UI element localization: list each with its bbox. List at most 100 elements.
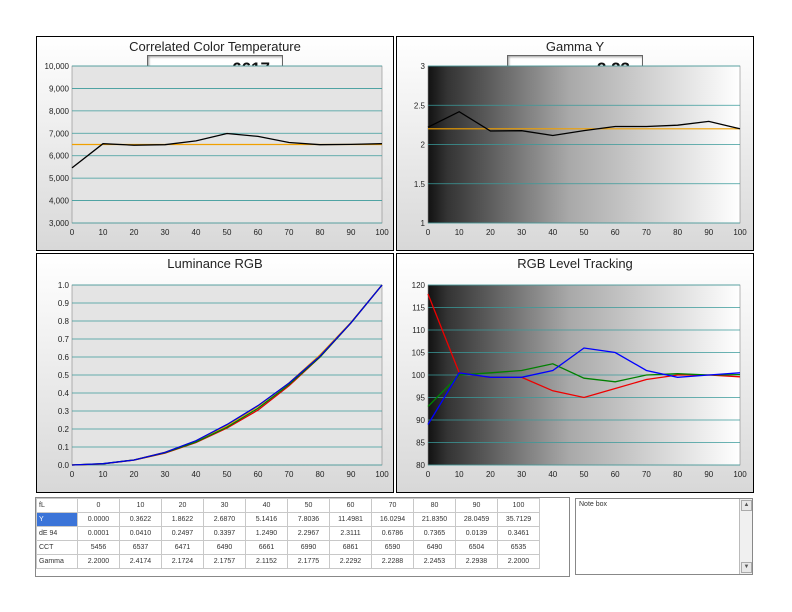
scroll-down-icon[interactable]: ▼ [741,562,752,573]
rgb-y-tick-label: 110 [412,326,425,335]
grid-row-gamma[interactable]: Gamma 2.2000 2.4174 2.1724 2.1757 2.1152… [36,554,540,569]
grid-row-label[interactable]: Y [36,512,78,527]
rgb-y-tick-label: 115 [412,304,425,313]
grid-cell[interactable]: 0.0410 [119,526,162,541]
lum-y-tick-label: 0.8 [58,317,70,326]
grid-cell[interactable]: 5456 [77,540,120,555]
rgb-y-tick-label: 90 [416,416,425,425]
grid-header-cell: 60 [329,498,372,513]
data-grid-frame [35,497,570,577]
rgb-x-tick-label: 10 [455,470,464,479]
grid-cell[interactable]: 2.2000 [77,554,120,569]
rgb-x-tick-label: 100 [733,470,747,479]
grid-header-cell: 10 [119,498,162,513]
grid-cell[interactable]: 0.2497 [161,526,204,541]
lum-y-tick-label: 0.6 [58,353,70,362]
grid-cell[interactable]: 2.2967 [287,526,330,541]
cct-chart: 3,000 4,000 5,000 6,000 7,000 8,000 9,000 10,00… [45,62,390,237]
grid-row-label[interactable]: Gamma [36,554,78,569]
lum-x-tick-label: 100 [375,470,389,479]
grid-cell[interactable]: 0.0001 [77,526,120,541]
cct-y-tick-label: 6,000 [49,152,70,161]
grid-cell[interactable]: 0.3622 [119,512,162,527]
grid-row-y[interactable]: Y 0.0000 0.3622 1.8622 2.6870 5.1416 7.8… [36,512,540,527]
grid-cell[interactable]: 7.8036 [287,512,330,527]
lum-y-tick-label: 0.4 [58,389,70,398]
grid-cell[interactable]: 2.1757 [203,554,246,569]
rgb-series-green [427,363,741,407]
grid-row-label[interactable]: dE 94 [36,526,78,541]
rgb-y-tick-label: 85 [416,439,425,448]
grid-cell[interactable]: 6590 [371,540,414,555]
cct-x-tick-label: 10 [99,228,108,237]
lum-x-tick-label: 0 [70,470,75,479]
grid-cell[interactable]: 6537 [119,540,162,555]
grid-header-cell: 100 [497,498,540,513]
luminance-chart-panel: Luminance RGB 0.0 0.1 0.2 0.3 0.4 0.5 0.6 0.7 0.… [36,253,394,493]
gamma-x-tick-label: 100 [733,228,747,237]
grid-header-cell: 90 [455,498,498,513]
lum-series-blue [71,284,383,466]
grid-cell[interactable]: 2.2938 [455,554,498,569]
grid-cell[interactable]: 0.6786 [371,526,414,541]
grid-row-cct[interactable]: CCT 5456 6537 6471 6490 6661 6990 6861 6… [36,540,540,555]
grid-header-cell: 40 [245,498,288,513]
grid-cell[interactable]: 2.1152 [245,554,288,569]
grid-cell[interactable]: 21.8350 [413,512,456,527]
cct-x-tick-label: 20 [130,228,139,237]
grid-cell[interactable]: 6490 [203,540,246,555]
grid-cell[interactable]: 5.1416 [245,512,288,527]
scroll-up-icon[interactable]: ▲ [741,500,752,511]
cct-y-tick-label: 5,000 [49,174,70,183]
grid-cell[interactable]: 1.2490 [245,526,288,541]
grid-cell[interactable]: 2.2453 [413,554,456,569]
grid-cell[interactable]: 2.1724 [161,554,204,569]
grid-cell[interactable]: 6990 [287,540,330,555]
grid-cell[interactable]: 35.7129 [497,512,540,527]
grid-cell[interactable]: 1.8622 [161,512,204,527]
grid-cell[interactable]: 0.0000 [77,512,120,527]
grid-cell[interactable]: 2.1775 [287,554,330,569]
cct-y-tick-label: 10,000 [45,62,70,71]
data-grid: fL 0 10 20 30 40 50 60 70 80 90 100 Y 0.… [36,498,540,569]
note-box-scrollbar[interactable]: ▲ ▼ [739,499,752,574]
cct-x-tick-label: 30 [161,228,170,237]
lum-y-tick-label: 0.0 [58,461,70,470]
grid-cell[interactable]: 2.4174 [119,554,162,569]
grid-cell[interactable]: 6535 [497,540,540,555]
rgb-y-tick-label: 80 [416,461,425,470]
grid-cell[interactable]: 6504 [455,540,498,555]
rgb-series-blue [427,347,741,425]
grid-cell[interactable]: 0.3461 [497,526,540,541]
grid-header-row: fL 0 10 20 30 40 50 60 70 80 90 100 [36,498,540,513]
grid-cell[interactable]: 0.3397 [203,526,246,541]
rgb-x-tick-label: 30 [517,470,526,479]
lum-y-tick-label: 0.7 [58,335,70,344]
grid-cell[interactable]: 6661 [245,540,288,555]
note-box[interactable]: Note box ▲ ▼ [575,498,753,575]
rgb-tracking-chart-title: RGB Level Tracking [517,256,633,271]
lum-y-tick-label: 0.2 [58,425,70,434]
lum-x-tick-label: 50 [223,470,232,479]
rgb-x-tick-label: 90 [704,470,713,479]
grid-cell[interactable]: 28.0459 [455,512,498,527]
cct-chart-panel: Correlated Color Temperature 6617 3,0004… [36,36,394,251]
cct-x-tick-label: 90 [347,228,356,237]
grid-header-cell: 20 [161,498,204,513]
grid-cell[interactable]: 16.0294 [371,512,414,527]
grid-cell[interactable]: 2.2000 [497,554,540,569]
grid-cell[interactable]: 2.2292 [329,554,372,569]
grid-cell[interactable]: 0.0139 [455,526,498,541]
grid-cell[interactable]: 6861 [329,540,372,555]
grid-cell[interactable]: 2.3111 [329,526,372,541]
grid-cell[interactable]: 6490 [413,540,456,555]
grid-cell[interactable]: 6471 [161,540,204,555]
lum-x-tick-label: 80 [316,470,325,479]
grid-cell[interactable]: 2.2288 [371,554,414,569]
grid-row-de94[interactable]: dE 94 0.0001 0.0410 0.2497 0.3397 1.2490… [36,526,540,541]
grid-cell[interactable]: 2.6870 [203,512,246,527]
grid-cell[interactable]: 0.7365 [413,526,456,541]
grid-header-cell: 50 [287,498,330,513]
grid-row-label[interactable]: CCT [36,540,78,555]
grid-cell[interactable]: 11.4981 [329,512,372,527]
